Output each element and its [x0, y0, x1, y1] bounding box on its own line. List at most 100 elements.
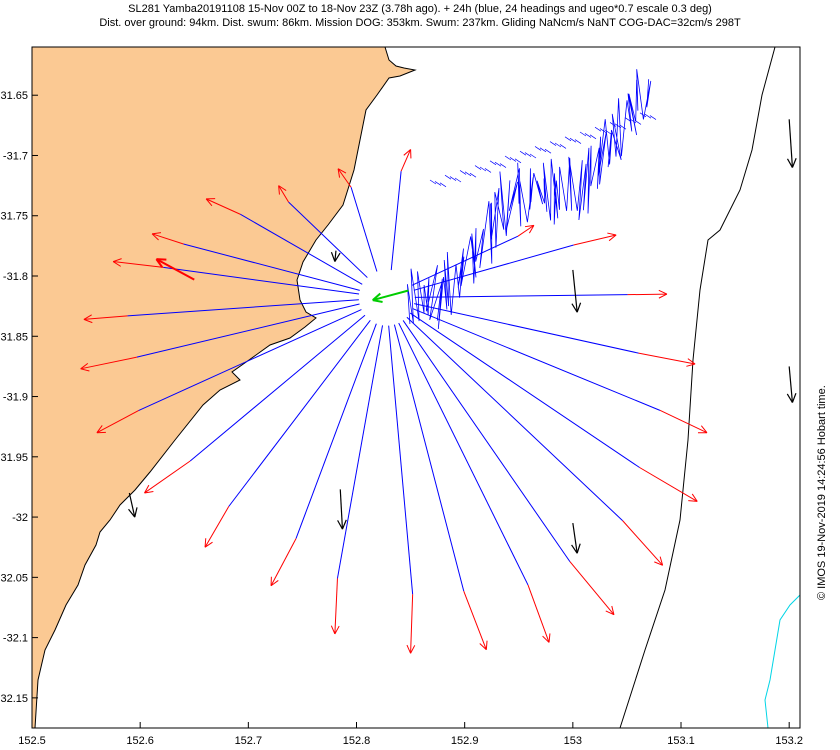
projection-arrowhead	[278, 185, 280, 195]
shelf-contour	[619, 46, 776, 729]
projection-arrowhead	[542, 635, 550, 643]
y-tick-label: 32.15	[0, 693, 28, 705]
history-segment	[494, 161, 502, 167]
history-segment	[454, 177, 462, 183]
projection-arrowhead	[686, 363, 696, 367]
current-arrow	[572, 523, 578, 554]
projection-arrow	[83, 315, 128, 320]
bathymetry-layer	[619, 46, 801, 729]
projection-path	[138, 309, 362, 411]
projection-path	[414, 294, 628, 298]
projection-arrowhead	[112, 261, 121, 267]
projection-path	[398, 322, 529, 586]
projection-arrow	[80, 356, 137, 370]
projection-path	[390, 171, 402, 271]
projection-arrow	[400, 149, 412, 172]
x-tick-label: 153.1	[667, 735, 695, 747]
projection-arrowhead	[80, 362, 89, 370]
projection-arrowhead	[337, 168, 341, 178]
projection-arrowhead	[205, 198, 213, 207]
current-arrow-head	[786, 393, 793, 403]
projection-arrowhead	[410, 645, 416, 654]
projection-arrowhead	[654, 561, 663, 566]
history-segment	[624, 117, 632, 122]
plot-frame	[31, 46, 801, 729]
projection-arrowhead	[204, 538, 207, 548]
history-segment	[464, 171, 472, 177]
current-arrow-head	[330, 251, 336, 262]
current-arrow-head	[134, 507, 138, 518]
projection-arrowhead	[83, 318, 93, 324]
projection-path	[189, 314, 366, 462]
projection-arrow	[627, 293, 667, 296]
projection-arrowhead	[403, 149, 411, 156]
glider-history-track	[407, 69, 652, 330]
current-arrows-layer	[128, 119, 797, 554]
history-segment	[469, 172, 477, 178]
current-arrow-head	[337, 520, 343, 530]
projection-arrowhead	[658, 293, 668, 299]
projection-path	[228, 320, 371, 507]
projection-arrowhead	[406, 644, 412, 654]
projection-arrow	[410, 594, 414, 654]
x-tick-label: 152.7	[235, 735, 263, 747]
history-segment	[589, 134, 597, 140]
history-segment	[459, 170, 467, 175]
history-segment	[609, 122, 617, 127]
history-segment	[544, 148, 552, 154]
history-segment	[539, 147, 547, 153]
x-tick-label: 153	[564, 735, 582, 747]
projection-layer	[80, 149, 708, 654]
projection-arrow	[463, 590, 487, 650]
current-arrow-head	[128, 508, 136, 518]
history-segment	[439, 182, 447, 188]
projection-arrowhead	[524, 224, 534, 228]
x-tick-label: 152.5	[18, 735, 46, 747]
history-segment	[449, 176, 457, 181]
history-segment	[549, 141, 557, 146]
recent-track-arrow	[372, 289, 409, 302]
projection-path	[183, 243, 360, 291]
projection-arrowhead	[330, 625, 336, 635]
x-tick-label: 152.9	[451, 735, 479, 747]
projection-arrowhead	[151, 232, 162, 235]
projection-arrowhead	[688, 500, 698, 502]
projection-arrowhead	[548, 633, 551, 643]
projection-arrowhead	[658, 289, 668, 295]
projection-arrow	[638, 352, 696, 365]
credit-text: © IMOS 19-Nov-2019 14:24:56 Hobart time.	[816, 385, 828, 600]
projection-path	[409, 312, 640, 468]
y-tick-label: -31.8	[3, 271, 28, 283]
projection-arrow	[204, 506, 230, 548]
projection-arrow	[527, 584, 550, 643]
current-arrow	[339, 489, 344, 530]
axes-layer: 152.5 152.6 152.7 152.8 152.9 153 153.1 153.2 31…	[0, 90, 802, 747]
projection-arrow	[659, 409, 708, 434]
projection-arrowhead	[144, 491, 154, 494]
history-segment	[479, 166, 487, 172]
projection-arrowhead	[528, 225, 535, 234]
current-arrow	[788, 119, 794, 168]
x-tick-label: 152.8	[343, 735, 371, 747]
current-arrow-head	[571, 544, 578, 554]
glider-track-layer	[407, 69, 657, 330]
history-segment	[584, 133, 592, 138]
map-title-line-2: Dist. over ground: 94km. Dist. swum: 86k…	[99, 17, 741, 29]
history-segment	[569, 137, 577, 143]
coastline	[34, 46, 417, 729]
projection-path	[288, 201, 368, 278]
projection-arrowhead	[270, 580, 279, 587]
high-current-arrow	[155, 258, 195, 281]
projection-arrow	[622, 520, 663, 566]
history-segment	[514, 158, 522, 164]
history-segment	[604, 129, 612, 135]
land-area	[32, 47, 415, 728]
projection-path	[413, 244, 574, 291]
history-segment	[489, 160, 497, 166]
projection-arrowhead	[278, 185, 287, 191]
projection-arrowhead	[659, 556, 664, 566]
projection-path	[136, 303, 360, 358]
projection-arrowhead	[485, 640, 488, 650]
history-segment	[614, 123, 622, 129]
